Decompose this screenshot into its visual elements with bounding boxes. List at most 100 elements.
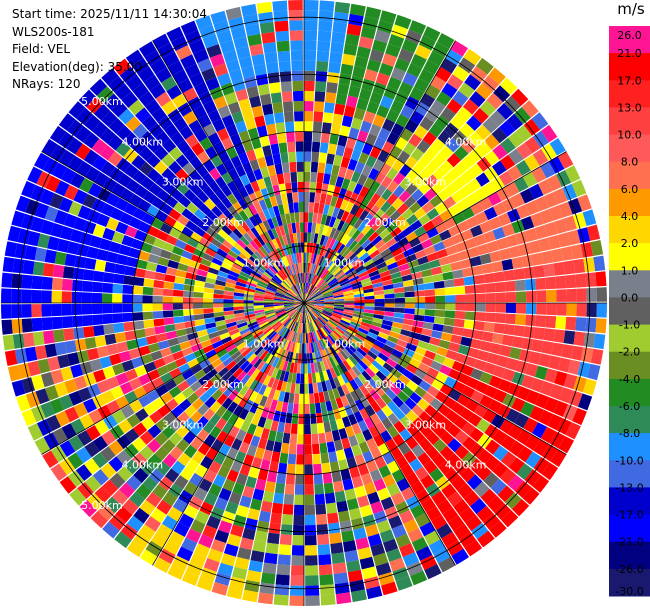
velocity-gate — [349, 275, 360, 283]
velocity-gate — [224, 314, 235, 320]
velocity-gate — [270, 279, 280, 287]
velocity-gate — [318, 316, 327, 325]
velocity-gate — [308, 342, 312, 354]
velocity-gate — [83, 132, 100, 149]
velocity-gate — [417, 452, 432, 466]
velocity-gate — [344, 305, 355, 309]
velocity-gate — [243, 296, 254, 301]
velocity-gate — [262, 145, 272, 157]
velocity-gate — [104, 496, 122, 514]
velocity-gate — [461, 169, 476, 184]
velocity-gate — [100, 161, 116, 177]
velocity-gate — [437, 130, 452, 145]
velocity-gate — [357, 463, 370, 476]
velocity-gate — [106, 376, 120, 390]
velocity-gate — [328, 451, 338, 463]
velocity-gate — [576, 303, 587, 317]
velocity-gate — [460, 258, 472, 269]
velocity-gate — [535, 315, 547, 328]
velocity-gate — [313, 305, 324, 310]
velocity-gate — [78, 387, 92, 402]
velocity-gate — [217, 562, 234, 577]
velocity-gate — [246, 258, 257, 268]
velocity-gate — [334, 439, 344, 452]
velocity-gate — [319, 442, 328, 454]
velocity-gate — [305, 323, 308, 334]
velocity-gate — [296, 342, 300, 354]
velocity-gate — [293, 393, 300, 404]
velocity-gate — [304, 252, 307, 263]
velocity-gate — [357, 546, 372, 560]
velocity-gate — [363, 338, 374, 347]
velocity-gate — [543, 263, 555, 277]
velocity-gate — [244, 517, 258, 531]
velocity-gate — [79, 232, 93, 246]
velocity-gate — [227, 249, 239, 259]
velocity-gate — [327, 512, 339, 524]
velocity-gate — [31, 304, 42, 318]
velocity-gate — [540, 426, 556, 444]
velocity-gate — [301, 343, 304, 354]
velocity-gate — [313, 331, 319, 342]
velocity-gate — [172, 303, 183, 310]
velocity-gate — [288, 289, 297, 297]
velocity-gate — [16, 394, 31, 412]
velocity-gate — [138, 250, 151, 262]
velocity-gate — [249, 240, 260, 251]
velocity-gate — [251, 456, 263, 469]
velocity-gate — [373, 136, 386, 150]
velocity-gate — [191, 398, 204, 411]
velocity-gate — [360, 321, 372, 329]
velocity-gate — [322, 258, 330, 268]
velocity-gate — [311, 372, 317, 384]
velocity-gate — [86, 246, 99, 259]
velocity-gate — [218, 520, 233, 534]
velocity-gate — [152, 295, 163, 303]
velocity-gate — [347, 272, 358, 280]
velocity-gate — [164, 215, 177, 228]
velocity-gate — [450, 261, 462, 271]
velocity-gate — [476, 140, 492, 157]
velocity-gate — [213, 95, 228, 110]
velocity-gate — [375, 421, 387, 434]
velocity-gate — [374, 239, 386, 250]
velocity-gate — [139, 499, 156, 516]
velocity-gate — [258, 373, 268, 384]
velocity-gate — [101, 390, 115, 404]
velocity-gate — [101, 430, 117, 446]
velocity-gate — [89, 235, 102, 249]
velocity-gate — [162, 453, 177, 468]
velocity-gate — [524, 469, 541, 487]
velocity-gate — [108, 241, 122, 254]
velocity-gate — [423, 245, 436, 256]
velocity-gate — [386, 193, 399, 206]
velocity-gate — [432, 167, 447, 181]
velocity-gate — [307, 273, 311, 284]
velocity-gate — [268, 331, 277, 341]
velocity-gate — [326, 441, 336, 453]
velocity-gate — [182, 303, 194, 310]
velocity-gate — [50, 463, 67, 482]
velocity-gate — [423, 60, 440, 75]
velocity-gate — [284, 483, 295, 495]
velocity-gate — [354, 387, 365, 399]
velocity-gate — [371, 253, 383, 263]
velocity-gate — [395, 455, 409, 469]
velocity-gate — [462, 328, 474, 338]
velocity-gate — [262, 449, 273, 462]
velocity-gate — [590, 240, 604, 256]
velocity-gate — [265, 542, 279, 555]
velocity-gate — [83, 372, 97, 387]
velocity-gate — [369, 91, 383, 105]
velocity-gate — [286, 463, 296, 475]
velocity-gate — [515, 360, 529, 374]
velocity-gate — [275, 292, 286, 297]
velocity-gate — [185, 220, 198, 232]
velocity-gate — [176, 546, 194, 562]
velocity-gate — [270, 333, 279, 343]
velocity-gate — [238, 210, 249, 222]
velocity-gate — [199, 359, 211, 369]
velocity-gate — [473, 234, 487, 247]
velocity-gate — [276, 259, 284, 270]
colorbar-bin — [609, 161, 650, 190]
